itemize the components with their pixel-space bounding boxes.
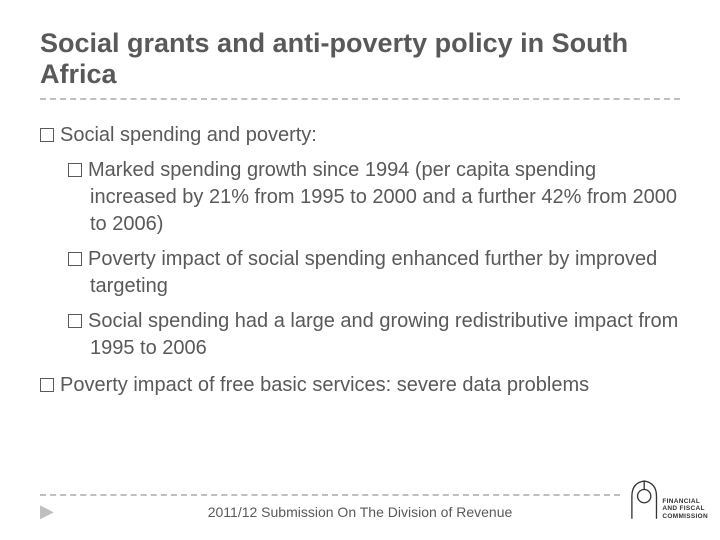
square-bullet-icon <box>40 378 54 392</box>
logo-line: COMMISSION <box>662 513 708 520</box>
bullet-l2: Social spending had a large and growing … <box>68 308 680 362</box>
bullet-text: Social spending had a large and growing … <box>88 310 678 359</box>
footer-text: 2011/12 Submission On The Division of Re… <box>0 504 720 520</box>
bullet-l2: Poverty impact of social spending enhanc… <box>68 246 680 300</box>
bullet-text: Social spending and poverty: <box>60 124 317 146</box>
slide: Social grants and anti-poverty policy in… <box>0 0 720 540</box>
logo-graphic-icon <box>630 476 658 520</box>
bullet-text: Poverty impact of social spending enhanc… <box>88 248 657 297</box>
bullet-l2: Marked spending growth since 1994 (per c… <box>68 157 680 238</box>
logo-line: FINANCIAL <box>662 498 708 505</box>
bullet-text: Poverty impact of free basic services: s… <box>60 374 589 396</box>
bullet-l1: Social spending and poverty: <box>40 122 680 149</box>
ffc-logo: FINANCIAL AND FISCAL COMMISSION <box>630 476 708 528</box>
footer-divider <box>40 494 620 496</box>
square-bullet-icon <box>68 163 82 177</box>
square-bullet-icon <box>68 314 82 328</box>
title-underline <box>40 98 680 100</box>
bullet-text: Marked spending growth since 1994 (per c… <box>88 159 677 235</box>
body-text: Social spending and poverty: Marked spen… <box>40 122 680 399</box>
logo-text: FINANCIAL AND FISCAL COMMISSION <box>662 498 708 520</box>
logo-line: AND FISCAL <box>662 505 708 512</box>
square-bullet-icon <box>40 128 54 142</box>
slide-title: Social grants and anti-poverty policy in… <box>40 28 680 90</box>
square-bullet-icon <box>68 252 82 266</box>
bullet-l1: Poverty impact of free basic services: s… <box>40 372 680 399</box>
